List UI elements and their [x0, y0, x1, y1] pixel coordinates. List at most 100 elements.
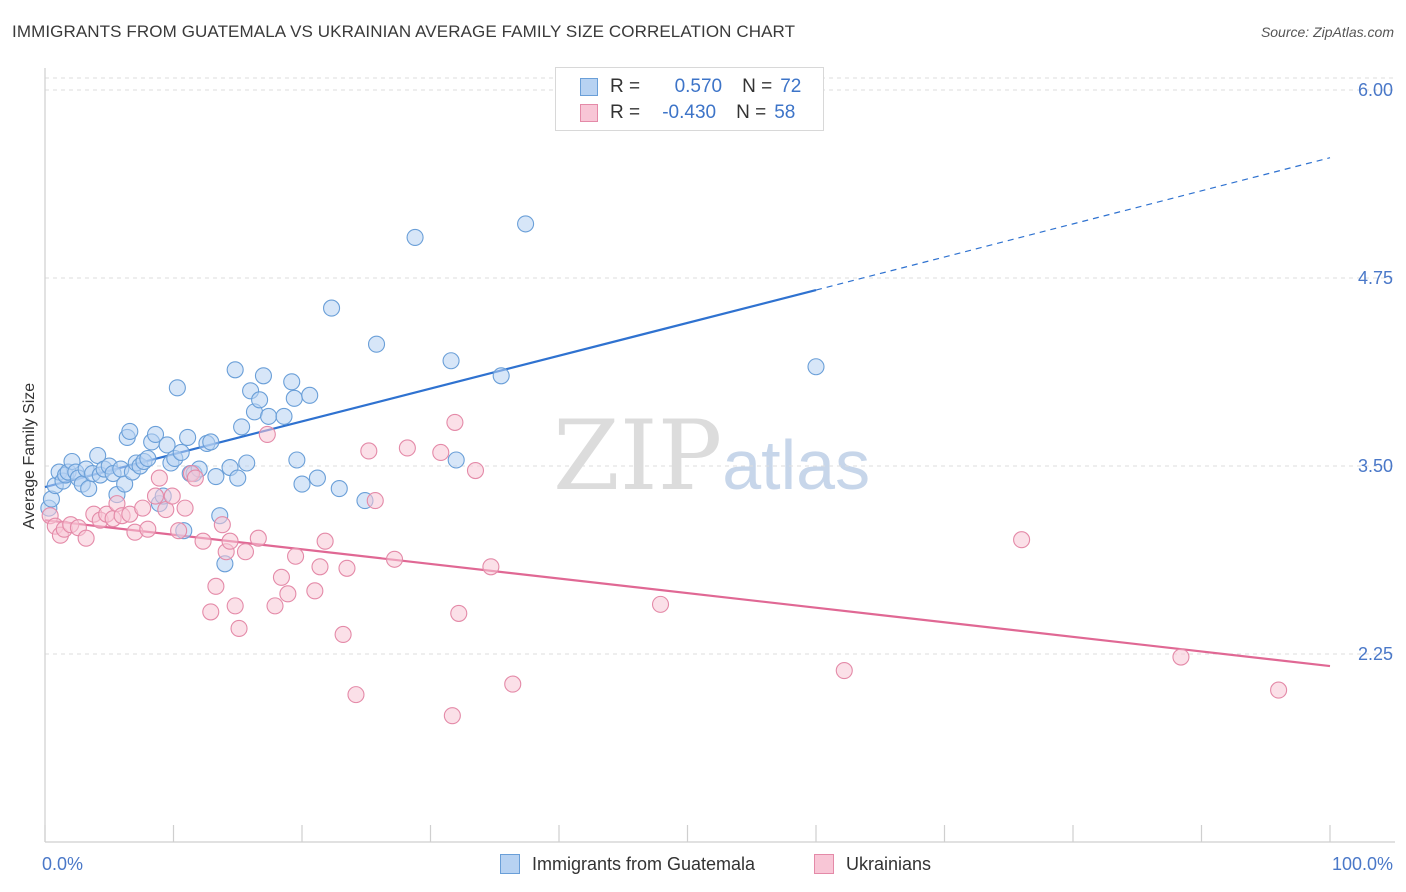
ukrainian-point	[170, 522, 188, 540]
chart-title: IMMIGRANTS FROM GUATEMALA VS UKRAINIAN A…	[12, 22, 796, 41]
guatemala-point	[285, 389, 303, 407]
guatemala-point	[158, 436, 176, 454]
bottom-legend-swatch-blue	[500, 854, 520, 874]
guatemala-point	[207, 467, 225, 486]
ukrainian-point	[202, 603, 220, 621]
bottom-legend-label: Ukrainians	[846, 853, 932, 874]
ukrainian-point	[1270, 681, 1288, 699]
source-credit: Source: ZipAtlas.com	[1260, 24, 1394, 40]
guatemala-trend-line	[44, 288, 817, 489]
points-layer	[40, 215, 1288, 725]
legend-n-value: 72	[780, 76, 802, 97]
ukrainian-point	[385, 550, 404, 568]
guatemala-point	[226, 361, 244, 379]
ukrainian-point	[249, 529, 267, 547]
ukrainian-point	[1172, 648, 1190, 666]
guatemala-point	[288, 451, 306, 469]
watermark-atlas: atlas	[722, 426, 871, 504]
guatemala-point	[367, 335, 386, 353]
guatemala-point	[233, 418, 251, 436]
guatemala-point	[406, 228, 424, 246]
correlation-legend: R = 0.570 N = 72 R = -0.430 N = 58	[555, 67, 824, 131]
guatemala-point	[492, 367, 510, 385]
ukrainian-point	[77, 529, 95, 547]
ukrainian-point	[1013, 531, 1031, 549]
ukrainian-point	[176, 499, 194, 517]
y-axis-title: Average Family Size	[21, 383, 38, 530]
ukrainian-point	[316, 532, 334, 550]
x-tick-label: 0.0%	[42, 854, 83, 874]
guatemala-point	[807, 358, 825, 376]
guatemala-point	[121, 422, 139, 440]
ukrainian-point	[446, 413, 464, 431]
grid-layer	[45, 77, 1395, 655]
bottom-legend-ukrainians: Ukrainians	[814, 852, 931, 876]
y-tick-label: 4.75	[1358, 268, 1393, 288]
ukrainian-point	[150, 469, 168, 487]
ukrainian-point	[221, 532, 239, 550]
ukrainian-point	[236, 543, 255, 561]
guatemala-point	[80, 480, 98, 498]
guatemala-point	[283, 373, 301, 391]
guatemala-point	[442, 352, 460, 370]
legend-n-label: N =	[736, 102, 767, 123]
ukrainian-point	[258, 425, 276, 443]
guatemala-point	[323, 299, 341, 317]
guatemala-point	[308, 469, 326, 487]
ukrainian-point	[194, 532, 212, 550]
x-tick-label: 100.0%	[1332, 854, 1393, 874]
legend-r-value: 0.570	[674, 76, 723, 97]
guatemala-point	[293, 475, 311, 493]
ukrainian-point	[213, 516, 231, 534]
ukrainian-point	[230, 619, 248, 637]
ukrainian-point	[504, 675, 522, 693]
guatemala-point	[168, 379, 186, 397]
ukrainian-point	[835, 662, 853, 680]
y-tick-label: 6.00	[1358, 80, 1393, 100]
trend-layer	[44, 157, 1331, 668]
ukrainian-point	[226, 597, 244, 615]
ukrainian-point	[651, 595, 670, 613]
ukrainian-point	[482, 558, 500, 576]
ukrainian-point	[139, 520, 157, 538]
legend-r-label: R =	[610, 102, 641, 123]
ukrainian-point	[466, 461, 485, 480]
guatemala-point	[238, 454, 256, 472]
guatemala-point	[301, 386, 319, 404]
guatemala-point	[139, 449, 157, 468]
guatemala-point	[330, 480, 348, 498]
ukrainian-point	[338, 559, 356, 577]
watermark-zip: ZIP	[553, 400, 723, 512]
guatemala-point	[251, 391, 269, 409]
guatemala-point	[146, 425, 165, 443]
bottom-legend-label: Immigrants from Guatemala	[532, 853, 756, 874]
ukrainian-point	[432, 443, 450, 462]
ukrainian-point	[266, 597, 284, 615]
guatemala-point	[116, 475, 134, 493]
ukrainian-point	[334, 625, 352, 644]
guatemala-point	[254, 367, 273, 385]
guatemala-point	[447, 451, 465, 469]
guatemala-point	[517, 215, 535, 233]
watermark: ZIPatlas	[553, 400, 870, 512]
guatemala-trend-extension	[815, 157, 1331, 291]
guatemala-point	[229, 469, 247, 487]
ukrainian-point	[279, 585, 297, 603]
legend-n-label: N =	[742, 76, 773, 97]
ukrainian-point	[450, 604, 468, 622]
ukrainian-point	[207, 577, 225, 595]
bottom-legend-swatch-pink	[814, 854, 834, 874]
axis-layer: 2.25 3.50 4.75 6.00 0.0% 100.0%	[42, 68, 1395, 874]
ukrainian-point	[398, 439, 416, 457]
legend-swatch-pink	[580, 104, 598, 122]
legend-r-label: R =	[610, 76, 641, 97]
ukrainian-point	[306, 582, 324, 600]
guatemala-point	[260, 407, 278, 425]
ukrainian-point	[287, 547, 305, 565]
ukrainian-point	[443, 707, 461, 725]
ukrainian-point	[347, 686, 365, 704]
guatemala-point	[202, 433, 220, 451]
ukrainian-point	[311, 558, 329, 576]
guatemala-point	[275, 407, 293, 425]
